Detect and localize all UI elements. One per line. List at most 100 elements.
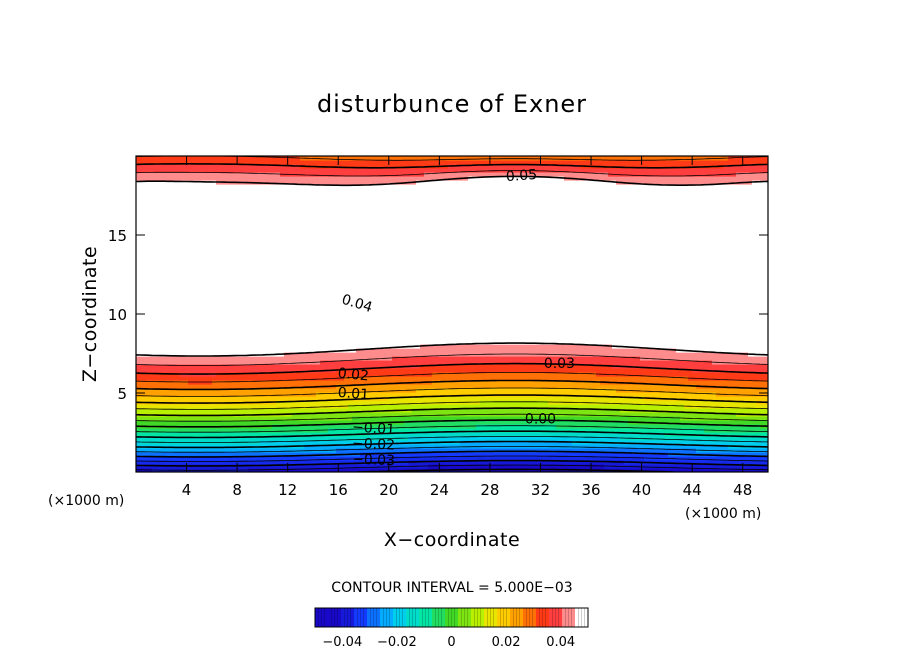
- field-cell: [412, 372, 417, 377]
- field-cell: [188, 392, 193, 397]
- field-cell: [164, 376, 169, 381]
- field-cell: [472, 448, 477, 453]
- field-cell: [708, 460, 713, 465]
- field-cell: [448, 392, 453, 397]
- field-cell: [676, 456, 681, 461]
- field-cell: [544, 416, 549, 421]
- field-cell: [288, 416, 293, 421]
- field-cell: [148, 388, 153, 393]
- field-cell: [456, 460, 461, 465]
- field-cell: [296, 364, 301, 369]
- field-cell: [764, 388, 768, 393]
- field-cell: [356, 376, 361, 381]
- field-cell: [676, 400, 681, 405]
- field-cell: [464, 356, 469, 361]
- field-cell: [668, 412, 673, 417]
- field-cell: [360, 352, 365, 357]
- field-cell: [596, 356, 601, 361]
- field-cell: [548, 384, 553, 389]
- field-cell: [688, 464, 693, 469]
- field-cell: [608, 348, 613, 353]
- field-cell: [536, 380, 541, 385]
- field-cell: [496, 464, 501, 469]
- field-cell: [740, 448, 745, 453]
- field-cell: [524, 392, 529, 397]
- field-cell: [172, 360, 177, 365]
- field-cell: [196, 404, 201, 409]
- field-cell: [272, 360, 277, 365]
- field-cell: [456, 464, 461, 469]
- field-cell: [532, 396, 537, 401]
- field-cell: [496, 428, 501, 433]
- field-cell: [260, 432, 265, 437]
- field-cell: [144, 372, 149, 377]
- field-cell: [752, 384, 757, 389]
- field-cell: [664, 440, 669, 445]
- field-cell: [392, 376, 397, 381]
- field-cell: [376, 412, 381, 417]
- field-cell: [332, 372, 337, 377]
- field-cell: [444, 448, 449, 453]
- field-cell: [136, 388, 141, 393]
- field-cell: [556, 408, 561, 413]
- field-cell: [448, 360, 453, 365]
- field-cell: [744, 468, 749, 472]
- field-cell: [484, 448, 489, 453]
- field-cell: [372, 424, 377, 429]
- field-cell: [496, 368, 501, 373]
- field-cell: [180, 412, 185, 417]
- field-cell: [272, 388, 277, 393]
- field-cell: [640, 416, 645, 421]
- field-cell: [664, 412, 669, 417]
- field-cell: [716, 352, 721, 357]
- field-cell: [172, 412, 177, 417]
- field-cell: [660, 376, 665, 381]
- field-cell: [760, 408, 765, 413]
- field-cell: [452, 368, 457, 373]
- field-cell: [588, 444, 593, 449]
- field-cell: [412, 428, 417, 433]
- field-cell: [480, 384, 485, 389]
- field-cell: [736, 448, 741, 453]
- field-cell: [476, 356, 481, 361]
- field-cell: [240, 380, 245, 385]
- field-cell: [244, 448, 249, 453]
- field-cell: [420, 392, 425, 397]
- field-cell: [144, 420, 149, 425]
- field-cell: [752, 388, 757, 393]
- field-cell: [632, 352, 637, 357]
- field-cell: [376, 440, 381, 445]
- field-cell: [440, 464, 445, 469]
- field-cell: [624, 356, 629, 361]
- field-cell: [396, 452, 401, 457]
- field-cell: [376, 356, 381, 361]
- field-cell: [528, 428, 533, 433]
- field-cell: [272, 344, 277, 349]
- field-cell: [228, 416, 233, 421]
- field-cell: [416, 384, 421, 389]
- field-cell: [188, 452, 193, 457]
- field-cell: [160, 392, 165, 397]
- field-cell: [708, 408, 713, 413]
- field-cell: [360, 412, 365, 417]
- field-cell: [216, 376, 221, 381]
- field-cell: [280, 372, 285, 377]
- field-cell: [540, 424, 545, 429]
- field-cell: [264, 388, 269, 393]
- field-cell: [408, 432, 413, 437]
- field-cell: [648, 416, 653, 421]
- field-cell: [244, 356, 249, 361]
- field-cell: [444, 436, 449, 441]
- field-cell: [568, 448, 573, 453]
- field-cell: [388, 388, 393, 393]
- field-cell: [636, 452, 641, 457]
- field-cell: [392, 356, 397, 361]
- field-cell: [732, 356, 737, 361]
- field-cell: [508, 372, 513, 377]
- field-cell: [572, 348, 577, 353]
- field-cell: [736, 452, 741, 457]
- field-cell: [308, 408, 313, 413]
- field-cell: [548, 372, 553, 377]
- field-cell: [236, 404, 241, 409]
- field-cell: [376, 360, 381, 365]
